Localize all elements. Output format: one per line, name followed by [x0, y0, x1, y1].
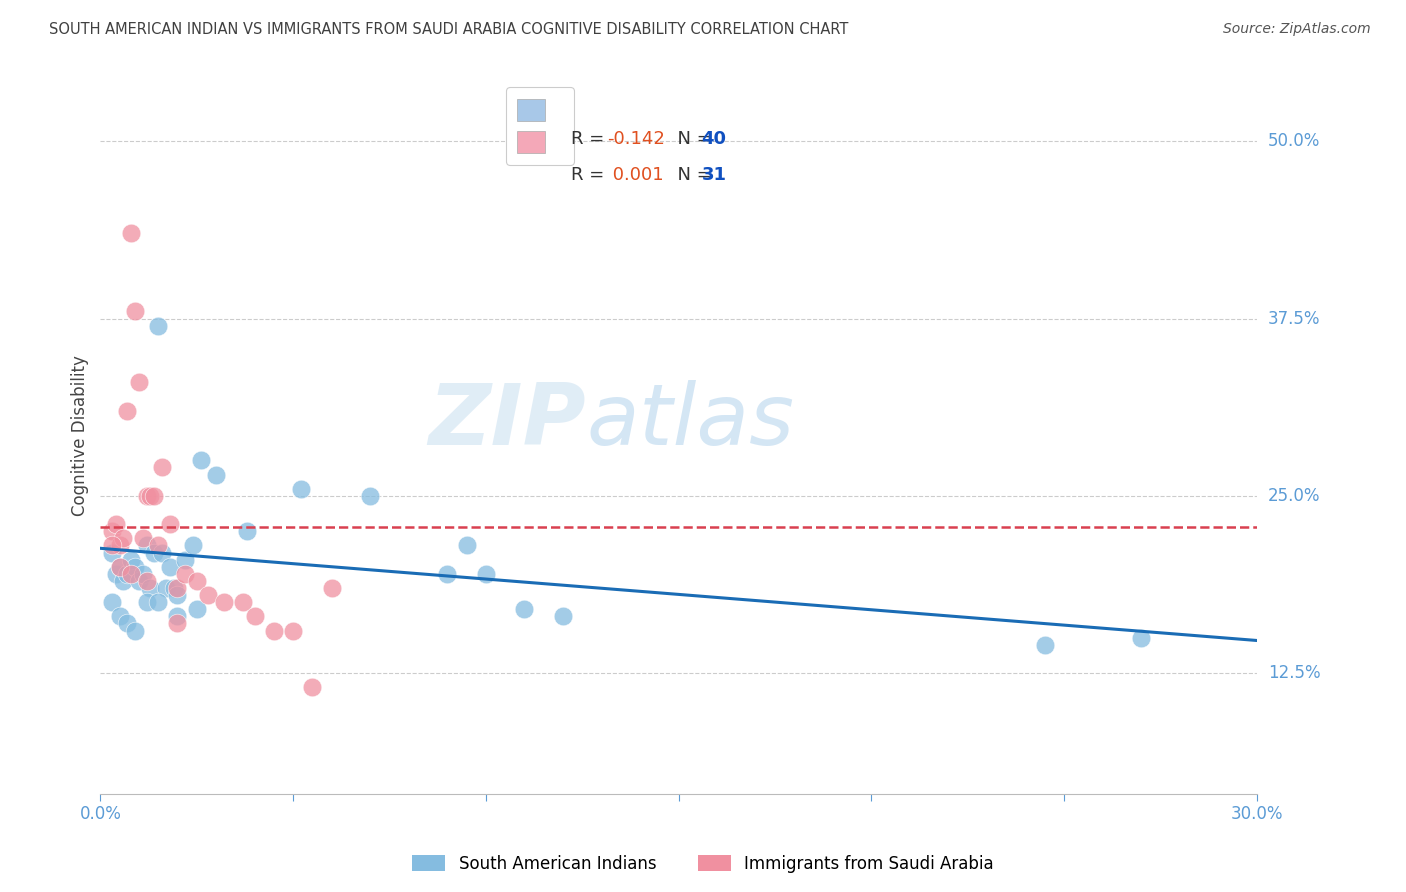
Point [166, 616, 188, 631]
Text: 12.5%: 12.5% [1268, 665, 1320, 682]
Y-axis label: Cognitive Disability: Cognitive Disability [72, 355, 89, 516]
Point [108, 559, 131, 574]
Point [186, 602, 208, 616]
Point [117, 403, 139, 417]
Point [148, 539, 170, 553]
Point [108, 539, 131, 553]
Point [135, 489, 157, 503]
Legend: South American Indians, Immigrants from Saudi Arabia: South American Indians, Immigrants from … [405, 848, 1001, 880]
Text: 0.001: 0.001 [607, 166, 664, 185]
Point [186, 574, 208, 588]
Point [148, 318, 170, 333]
Text: -0.142: -0.142 [607, 129, 665, 147]
Text: 50.0%: 50.0% [1268, 132, 1320, 150]
Point [212, 595, 235, 609]
Text: R =: R = [571, 166, 610, 185]
Point [135, 595, 157, 609]
Point [181, 539, 204, 553]
Point [155, 581, 177, 595]
Point [359, 489, 381, 503]
Text: 40: 40 [702, 129, 727, 147]
Point [108, 559, 131, 574]
Point [166, 581, 188, 595]
Point [162, 581, 184, 595]
Point [135, 539, 157, 553]
Point [290, 482, 312, 496]
Point [197, 588, 219, 602]
Point [174, 566, 197, 581]
Point [139, 489, 162, 503]
Point [513, 602, 536, 616]
Text: atlas: atlas [586, 380, 794, 463]
Point [150, 460, 173, 475]
Text: SOUTH AMERICAN INDIAN VS IMMIGRANTS FROM SAUDI ARABIA COGNITIVE DISABILITY CORRE: SOUTH AMERICAN INDIAN VS IMMIGRANTS FROM… [49, 22, 849, 37]
Legend:  ,  : , [506, 87, 574, 165]
Point [436, 566, 458, 581]
Point [321, 581, 343, 595]
Text: 31: 31 [702, 166, 727, 185]
Point [101, 545, 124, 559]
Point [159, 517, 181, 532]
Point [112, 532, 135, 546]
Point [128, 574, 150, 588]
Point [166, 588, 188, 602]
Point [205, 467, 228, 482]
Point [475, 566, 498, 581]
Text: N =: N = [666, 129, 717, 147]
Point [263, 624, 285, 638]
Point [1130, 631, 1153, 645]
Point [104, 517, 127, 532]
Point [232, 595, 254, 609]
Point [150, 545, 173, 559]
Point [1033, 638, 1056, 652]
Point [120, 227, 142, 241]
Point [551, 609, 574, 624]
Point [456, 539, 478, 553]
Point [301, 681, 323, 695]
Point [143, 489, 166, 503]
Point [112, 574, 135, 588]
Point [159, 559, 181, 574]
Point [124, 559, 146, 574]
Point [148, 595, 170, 609]
Point [143, 545, 166, 559]
Text: Source: ZipAtlas.com: Source: ZipAtlas.com [1223, 22, 1371, 37]
Point [174, 552, 197, 566]
Point [128, 376, 150, 390]
Text: 37.5%: 37.5% [1268, 310, 1320, 327]
Text: N =: N = [666, 166, 717, 185]
Point [139, 581, 162, 595]
Point [132, 532, 155, 546]
Text: 25.0%: 25.0% [1268, 487, 1320, 505]
Point [243, 609, 266, 624]
Point [117, 566, 139, 581]
Point [166, 609, 188, 624]
Point [101, 524, 124, 539]
Point [236, 524, 259, 539]
Text: ZIP: ZIP [429, 380, 586, 463]
Point [120, 566, 142, 581]
Point [117, 616, 139, 631]
Point [101, 595, 124, 609]
Point [281, 624, 304, 638]
Point [132, 566, 155, 581]
Point [108, 609, 131, 624]
Point [101, 539, 124, 553]
Point [135, 574, 157, 588]
Text: R =: R = [571, 129, 610, 147]
Point [124, 304, 146, 318]
Point [190, 453, 212, 467]
Point [124, 624, 146, 638]
Point [104, 566, 127, 581]
Point [120, 552, 142, 566]
